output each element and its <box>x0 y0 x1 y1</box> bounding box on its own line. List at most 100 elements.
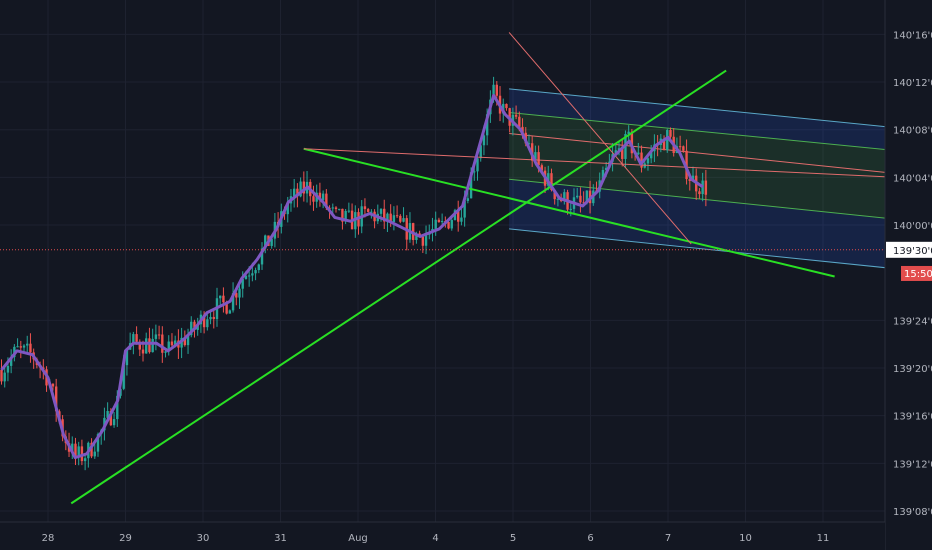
candle-body <box>614 150 618 155</box>
candle-body <box>145 338 148 354</box>
candle-body <box>231 293 235 311</box>
candle-body <box>704 180 708 195</box>
candle-body <box>662 138 666 151</box>
candle-body <box>154 334 158 339</box>
candle-body <box>553 189 556 200</box>
candle-body <box>379 208 383 214</box>
time-tick-label: 11 <box>817 533 830 544</box>
candle-body <box>299 181 302 197</box>
candle-body <box>257 264 260 271</box>
candle-body <box>222 295 225 303</box>
current-price-badge <box>886 241 932 258</box>
candle-body <box>148 338 151 353</box>
price-tick-label: 140'04'0 <box>893 173 932 184</box>
candle-body <box>235 293 238 298</box>
candle-body <box>395 215 399 217</box>
candle-body <box>270 238 273 246</box>
candle-body <box>344 210 347 222</box>
candle-body <box>463 200 466 218</box>
price-tick-label: 140'12'0 <box>893 78 932 89</box>
candle-body <box>421 236 425 246</box>
candle-body <box>383 208 386 222</box>
candle-body <box>318 192 322 201</box>
candle-body <box>550 173 553 190</box>
candle-body <box>112 419 116 426</box>
candle-body <box>122 365 125 389</box>
time-tick-label: 6 <box>587 533 593 544</box>
candle-body <box>321 193 325 201</box>
candle-body <box>537 152 540 166</box>
candle-body <box>190 321 193 336</box>
candle-body <box>247 275 251 277</box>
candle-body <box>93 451 96 457</box>
candle-body <box>164 351 167 353</box>
candle-body <box>527 143 531 145</box>
candle-body <box>132 334 135 344</box>
candle-body <box>424 234 428 246</box>
candle-body <box>479 145 482 159</box>
candle-body <box>116 395 119 420</box>
candle-body <box>141 349 145 354</box>
candle-body <box>202 314 206 328</box>
candle-body <box>71 443 74 452</box>
time-tick-label: 31 <box>274 533 287 544</box>
moving-average-layer <box>0 93 704 460</box>
channel-middle-zone <box>509 112 897 220</box>
candle-body <box>402 218 405 222</box>
candle-body <box>460 217 463 222</box>
candle-body <box>582 202 585 204</box>
candle-body <box>363 206 367 210</box>
candle-body <box>518 116 521 127</box>
candle-body <box>505 103 508 109</box>
time-tick-label: 29 <box>119 533 132 544</box>
candle-body <box>173 340 177 346</box>
candle-body <box>96 434 100 452</box>
candle-body <box>399 215 402 222</box>
candle-body <box>450 219 453 229</box>
candle-body <box>0 369 3 382</box>
drawing-lines[interactable] <box>70 32 897 505</box>
candle-body <box>579 195 582 203</box>
candle-body <box>514 114 518 117</box>
candle-body <box>9 357 13 366</box>
candle-body <box>457 210 460 222</box>
candle-body <box>16 346 19 348</box>
price-tick-label: 140'00'0 <box>893 221 932 232</box>
candle-body <box>157 334 161 336</box>
candle-body <box>482 135 486 146</box>
candle-body <box>437 219 441 223</box>
candle-body <box>563 192 566 202</box>
candle-body <box>138 341 141 350</box>
candle-body <box>604 167 608 171</box>
trendline-2 <box>303 147 835 278</box>
candle-body <box>151 338 154 353</box>
candle-body <box>219 295 222 299</box>
candle-body <box>74 443 77 458</box>
candle-body <box>389 213 392 223</box>
candle-body <box>212 316 215 320</box>
candle-body <box>534 152 537 161</box>
candle-body <box>341 208 344 222</box>
candle-body <box>80 446 84 462</box>
fork-line-2 <box>508 32 692 245</box>
candle-body <box>225 302 228 314</box>
candle-body <box>666 130 669 151</box>
candle-body <box>347 210 351 212</box>
candle-body <box>576 195 579 198</box>
candle-body <box>228 310 232 314</box>
candle-body <box>646 158 650 164</box>
candle-body <box>183 337 187 346</box>
price-tick-label: 139'20'0 <box>893 364 932 375</box>
candle-body <box>77 446 80 458</box>
candle-body <box>473 171 476 173</box>
candle-body <box>669 130 672 137</box>
candle-body <box>125 349 129 366</box>
candle-body <box>170 341 174 346</box>
candle-body <box>485 114 489 136</box>
candle-body <box>601 170 605 181</box>
channel-lower-zone <box>509 179 897 269</box>
grid <box>0 0 885 522</box>
